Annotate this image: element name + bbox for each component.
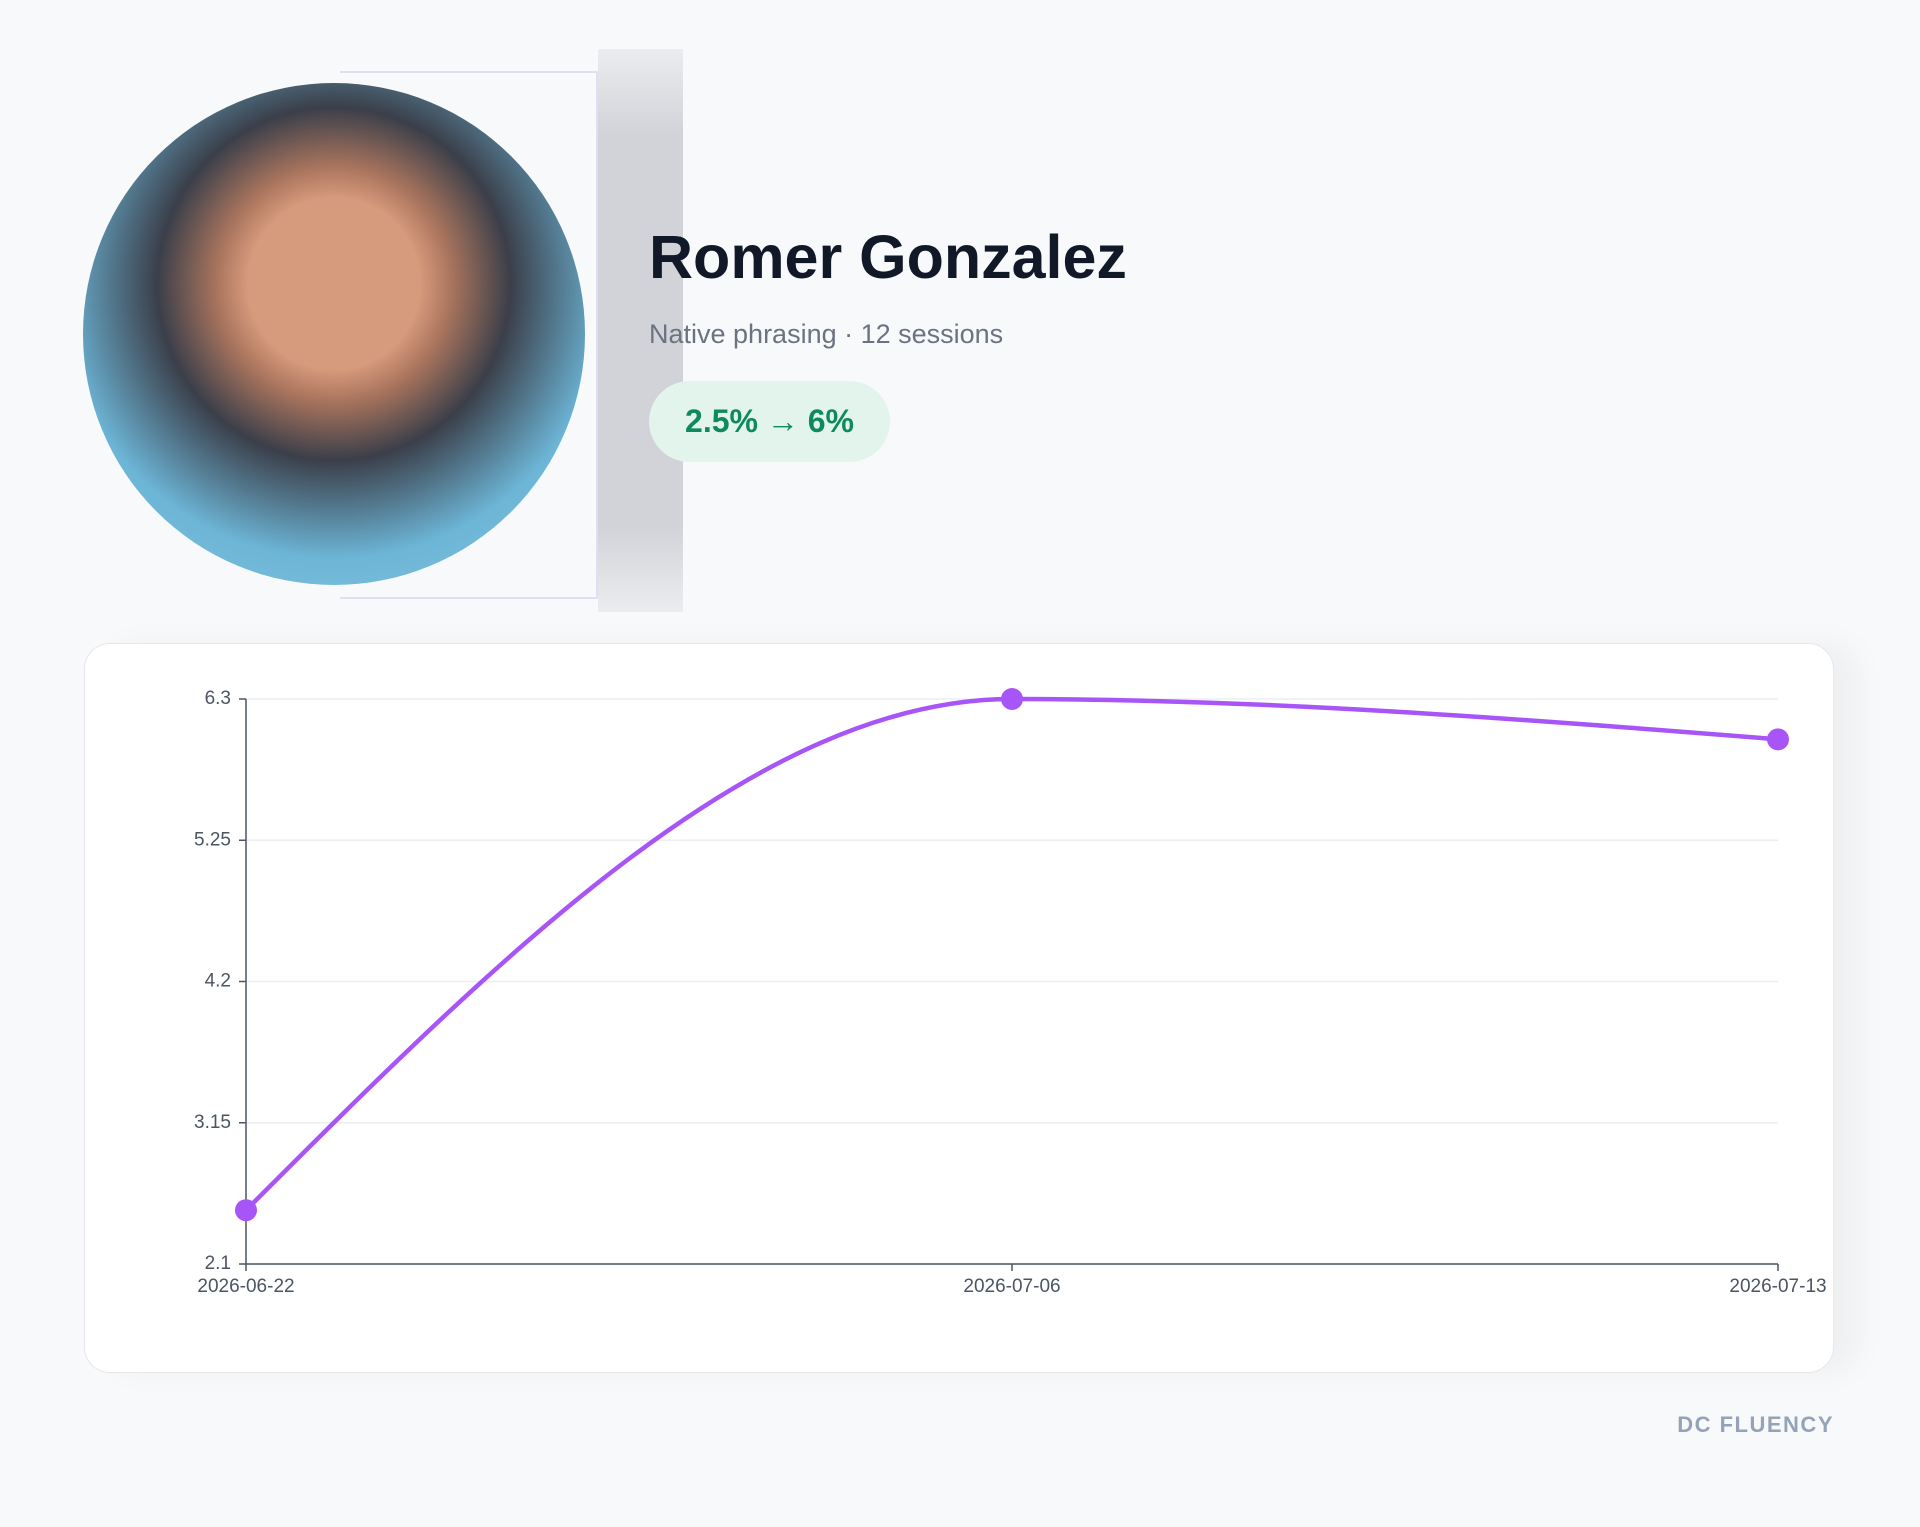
point bbox=[235, 1199, 257, 1222]
y-tick-label: 5.25 bbox=[194, 829, 231, 850]
x-tick-label: 2026-07-06 bbox=[963, 1276, 1060, 1297]
brand: DC FLUENCY bbox=[1677, 1412, 1834, 1437]
progress-badge: 2.5% → 6% bbox=[649, 381, 890, 462]
chart-card bbox=[84, 643, 1834, 1373]
decor-arc bbox=[340, 71, 598, 599]
point bbox=[1001, 688, 1023, 710]
line bbox=[244, 696, 1779, 1212]
y-tick-label: 6.3 bbox=[205, 688, 231, 709]
profile-photo bbox=[83, 83, 585, 585]
point bbox=[1767, 728, 1789, 751]
y-tick-label: 4.2 bbox=[205, 971, 231, 992]
x-tick-label: 2026-07-13 bbox=[1729, 1276, 1826, 1297]
shadow-band bbox=[598, 49, 683, 612]
x-tick-label: 2026-06-22 bbox=[197, 1276, 294, 1297]
profile-name: Romer Gonzalez bbox=[649, 223, 1127, 291]
y-tick-label: 3.15 bbox=[194, 1112, 231, 1133]
y-tick-label: 2.1 bbox=[205, 1253, 231, 1274]
profile-subtitle: Native phrasing · 12 sessions bbox=[649, 319, 1004, 349]
